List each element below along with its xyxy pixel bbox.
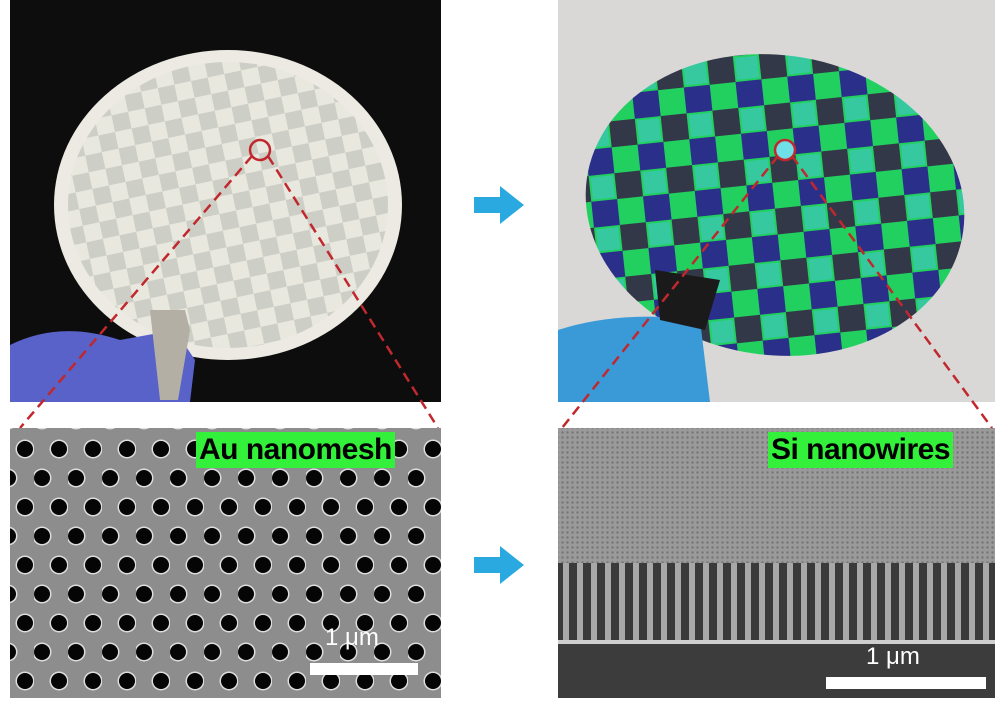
sem-au-nanomesh (10, 428, 441, 698)
scale-bar-right (826, 677, 986, 689)
au-nanomesh-label: Au nanomesh (196, 432, 395, 468)
scale-bar-label-left: 1 μm (325, 624, 379, 651)
zoom-lines (19, 155, 994, 429)
sem-si-nanowires (558, 428, 995, 698)
arrow-right-icon (474, 546, 524, 584)
scale-bar-left (310, 663, 418, 675)
si-nanowires-label: Si nanowires (768, 432, 954, 468)
wafer-photo-right (558, 0, 995, 402)
scale-bar-label-right: 1 μm (866, 643, 920, 670)
wafer-photo-left (10, 0, 441, 402)
arrow-right-icon (474, 186, 524, 224)
